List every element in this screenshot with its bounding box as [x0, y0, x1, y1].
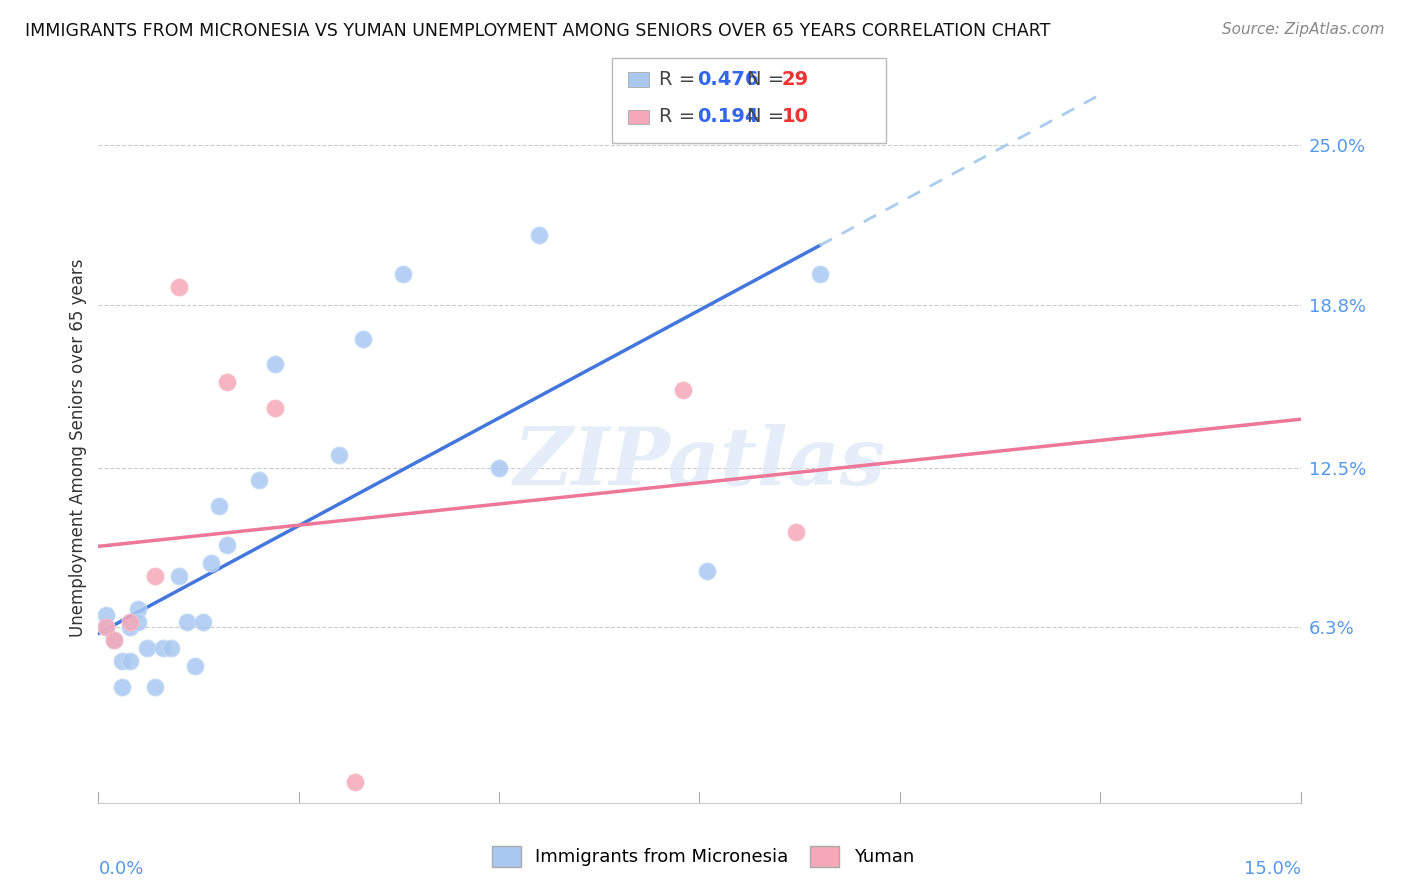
Point [111, 654, 134, 668]
Text: Source: ZipAtlas.com: Source: ZipAtlas.com [1222, 22, 1385, 37]
Text: R =: R = [659, 107, 702, 127]
Point [128, 615, 150, 630]
Point [111, 680, 134, 694]
Point [392, 267, 415, 281]
Point [128, 602, 150, 616]
Point [208, 500, 231, 514]
Point [488, 460, 510, 475]
Y-axis label: Unemployment Among Seniors over 65 years: Unemployment Among Seniors over 65 years [69, 259, 87, 638]
Point [328, 448, 350, 462]
Point [191, 615, 214, 630]
Point [135, 641, 157, 656]
Point [103, 633, 125, 648]
Text: IMMIGRANTS FROM MICRONESIA VS YUMAN UNEMPLOYMENT AMONG SENIORS OVER 65 YEARS COR: IMMIGRANTS FROM MICRONESIA VS YUMAN UNEM… [25, 22, 1050, 40]
Text: N =: N = [747, 70, 790, 89]
Point [215, 538, 238, 552]
Legend: Immigrants from Micronesia, Yuman: Immigrants from Micronesia, Yuman [485, 838, 921, 874]
Text: 0.194: 0.194 [697, 107, 759, 127]
Point [167, 280, 190, 294]
Point [343, 775, 366, 789]
Point [183, 659, 205, 673]
Point [96, 620, 118, 634]
Point [200, 556, 222, 570]
Point [120, 654, 142, 668]
Point [96, 620, 118, 634]
Point [143, 680, 166, 694]
Text: 10: 10 [782, 107, 808, 127]
Point [672, 383, 695, 397]
Text: R =: R = [659, 70, 702, 89]
Point [529, 228, 551, 243]
Point [215, 376, 238, 390]
Point [247, 474, 270, 488]
Point [152, 641, 174, 656]
Text: 29: 29 [782, 70, 808, 89]
Text: ZIPatlas: ZIPatlas [513, 424, 886, 501]
Point [167, 569, 190, 583]
Point [808, 267, 831, 281]
Point [143, 569, 166, 583]
Text: 0.0%: 0.0% [98, 860, 143, 878]
Text: 15.0%: 15.0% [1243, 860, 1301, 878]
Text: N =: N = [747, 107, 790, 127]
Point [120, 620, 142, 634]
Point [263, 358, 285, 372]
Point [785, 524, 807, 539]
Point [103, 633, 125, 648]
Point [159, 641, 181, 656]
Point [352, 332, 374, 346]
Point [176, 615, 198, 630]
Point [696, 564, 718, 578]
Point [96, 607, 118, 622]
Point [263, 401, 285, 416]
Point [120, 615, 142, 630]
Text: 0.476: 0.476 [697, 70, 759, 89]
